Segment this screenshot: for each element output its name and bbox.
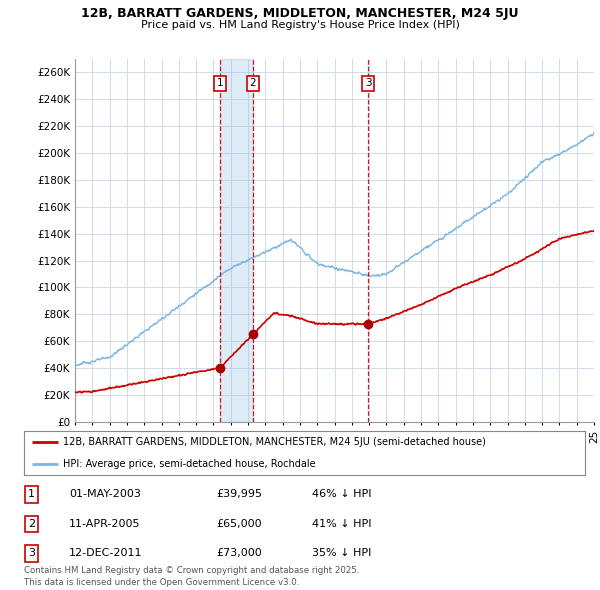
Text: 11-APR-2005: 11-APR-2005 xyxy=(69,519,140,529)
Text: 12-DEC-2011: 12-DEC-2011 xyxy=(69,549,143,558)
Text: 2: 2 xyxy=(250,78,256,88)
Text: £73,000: £73,000 xyxy=(216,549,262,558)
Text: 01-MAY-2003: 01-MAY-2003 xyxy=(69,490,141,499)
Text: £39,995: £39,995 xyxy=(216,490,262,499)
Text: 3: 3 xyxy=(365,78,372,88)
Text: 12B, BARRATT GARDENS, MIDDLETON, MANCHESTER, M24 5JU (semi-detached house): 12B, BARRATT GARDENS, MIDDLETON, MANCHES… xyxy=(63,437,486,447)
Text: 35% ↓ HPI: 35% ↓ HPI xyxy=(312,549,371,558)
Text: Price paid vs. HM Land Registry's House Price Index (HPI): Price paid vs. HM Land Registry's House … xyxy=(140,20,460,30)
Text: 1: 1 xyxy=(28,490,35,499)
Text: HPI: Average price, semi-detached house, Rochdale: HPI: Average price, semi-detached house,… xyxy=(63,459,316,469)
Text: 12B, BARRATT GARDENS, MIDDLETON, MANCHESTER, M24 5JU: 12B, BARRATT GARDENS, MIDDLETON, MANCHES… xyxy=(81,7,519,20)
Text: 3: 3 xyxy=(28,549,35,558)
Text: 2: 2 xyxy=(28,519,35,529)
Bar xyxy=(220,59,253,422)
Text: 41% ↓ HPI: 41% ↓ HPI xyxy=(312,519,371,529)
Text: 46% ↓ HPI: 46% ↓ HPI xyxy=(312,490,371,499)
Text: Contains HM Land Registry data © Crown copyright and database right 2025.
This d: Contains HM Land Registry data © Crown c… xyxy=(24,566,359,587)
Text: 1: 1 xyxy=(217,78,223,88)
Text: £65,000: £65,000 xyxy=(216,519,262,529)
